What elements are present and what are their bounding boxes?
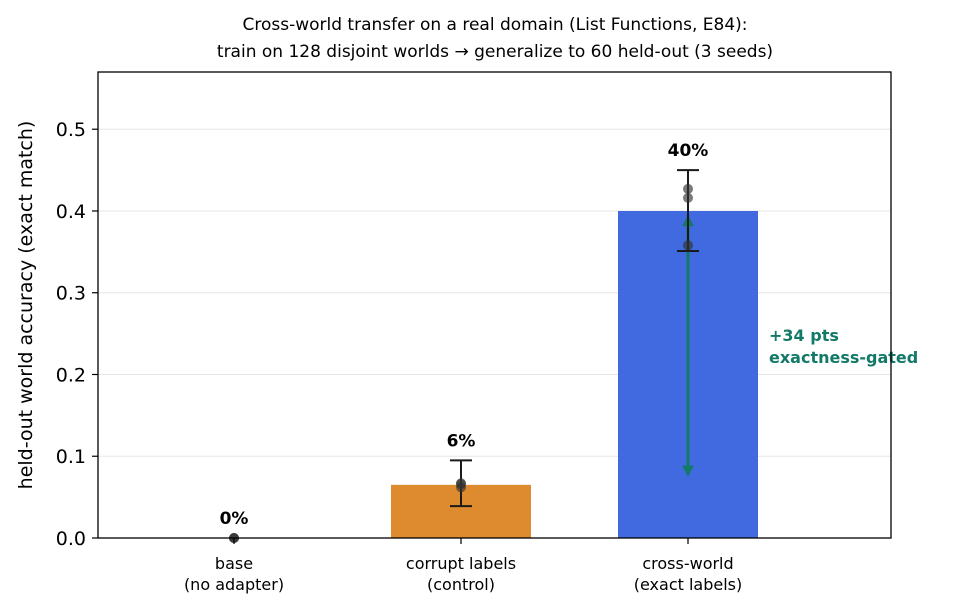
y-tick-label: 0.0 xyxy=(56,528,86,550)
y-tick-label: 0.3 xyxy=(56,283,86,305)
seed-point xyxy=(683,183,693,194)
gridlines xyxy=(98,128,891,457)
y-axis-ticks: 0.0 0.1 0.2 0.3 0.4 0.5 xyxy=(56,119,98,550)
data-label: 6% xyxy=(447,431,476,451)
x-tick-label: base xyxy=(215,554,253,573)
data-label: 40% xyxy=(668,141,709,161)
y-tick-label: 0.2 xyxy=(56,364,86,386)
y-tick-label: 0.1 xyxy=(56,446,86,468)
y-axis-label: held-out world accuracy (exact match) xyxy=(15,121,37,490)
error-bars xyxy=(450,169,699,508)
seed-points xyxy=(229,183,693,543)
annotation-arrow-head-down xyxy=(682,465,694,477)
x-tick-label: corrupt labels xyxy=(406,554,516,573)
y-tick-label: 0.5 xyxy=(56,119,86,141)
y-tick-label: 0.4 xyxy=(56,201,86,223)
plot-frame xyxy=(97,71,892,539)
data-label: 0% xyxy=(220,509,249,529)
x-tick-label: (no adapter) xyxy=(184,575,284,594)
annotation: +34 pts exactness-gated xyxy=(682,215,918,477)
seed-point xyxy=(683,240,693,251)
x-tick-label: (exact labels) xyxy=(634,575,743,594)
x-axis-ticks: base (no adapter) corrupt labels (control) c… xyxy=(184,538,742,594)
chart-title: Cross-world transfer on a real domain (L… xyxy=(242,15,747,35)
seed-point xyxy=(456,478,466,489)
annotation-text: exactness-gated xyxy=(769,348,918,367)
seed-point xyxy=(683,192,693,203)
annotation-text: +34 pts xyxy=(769,326,839,345)
chart-subtitle: train on 128 disjoint worlds → generaliz… xyxy=(217,42,773,62)
x-tick-label: (control) xyxy=(427,575,495,594)
data-labels: 0% 6% 40% xyxy=(220,141,709,529)
x-tick-label: cross-world xyxy=(642,554,733,573)
